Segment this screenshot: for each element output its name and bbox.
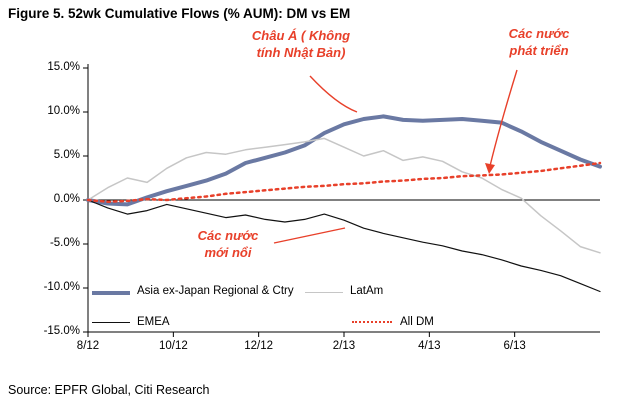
annotation-asia: Châu Á ( Không tính Nhật Bản): [251, 28, 351, 60]
legend-sample-asia: [92, 291, 130, 295]
y-tick-label: 15.0%: [47, 61, 80, 73]
x-tick-label: 2/13: [332, 340, 356, 352]
series-line-asia: [86, 114, 602, 207]
annotation-dm: Các nước phát triển: [508, 26, 570, 58]
annotation-em: Các nước mới nổi: [197, 228, 259, 260]
y-tick-label: 0.0%: [53, 193, 80, 205]
source-note: Source: EPFR Global, Citi Research: [8, 383, 210, 397]
series-line-latam: [87, 137, 601, 254]
x-tick-label: 12/12: [244, 340, 274, 352]
annotation-arrow-asia: [309, 75, 358, 113]
annotation-arrow-dm: [489, 69, 518, 167]
x-tick-label: 8/12: [76, 340, 100, 352]
x-tick-label: 10/12: [158, 340, 188, 352]
annotation-arrowhead-dm: [485, 163, 495, 174]
legend-label-emea: EMEA: [137, 316, 170, 328]
x-tick-label: 6/13: [503, 340, 526, 352]
y-tick-label: -15.0%: [43, 325, 80, 337]
y-tick-label: -10.0%: [43, 281, 80, 293]
annotation-arrow-em: [273, 227, 346, 244]
x-tick-label: 4/13: [418, 340, 441, 352]
y-tick-label: 10.0%: [47, 105, 80, 117]
legend-label-alldm: All DM: [400, 316, 434, 328]
legend-label-latam: LatAm: [350, 285, 384, 297]
legend-sample-latam: [305, 292, 343, 293]
y-tick-label: -5.0%: [49, 237, 80, 249]
legend-sample-emea: [92, 322, 130, 323]
annotation-arrows: [273, 69, 518, 244]
legend-sample-alldm: [352, 321, 392, 323]
series-line-emea: [87, 199, 601, 293]
figure-title: Figure 5. 52wk Cumulative Flows (% AUM):…: [8, 6, 351, 21]
legend-label-asia: Asia ex-Japan Regional & Ctry: [137, 285, 294, 297]
y-tick-label: 5.0%: [53, 149, 80, 161]
series-line-alldm: [86, 161, 602, 204]
